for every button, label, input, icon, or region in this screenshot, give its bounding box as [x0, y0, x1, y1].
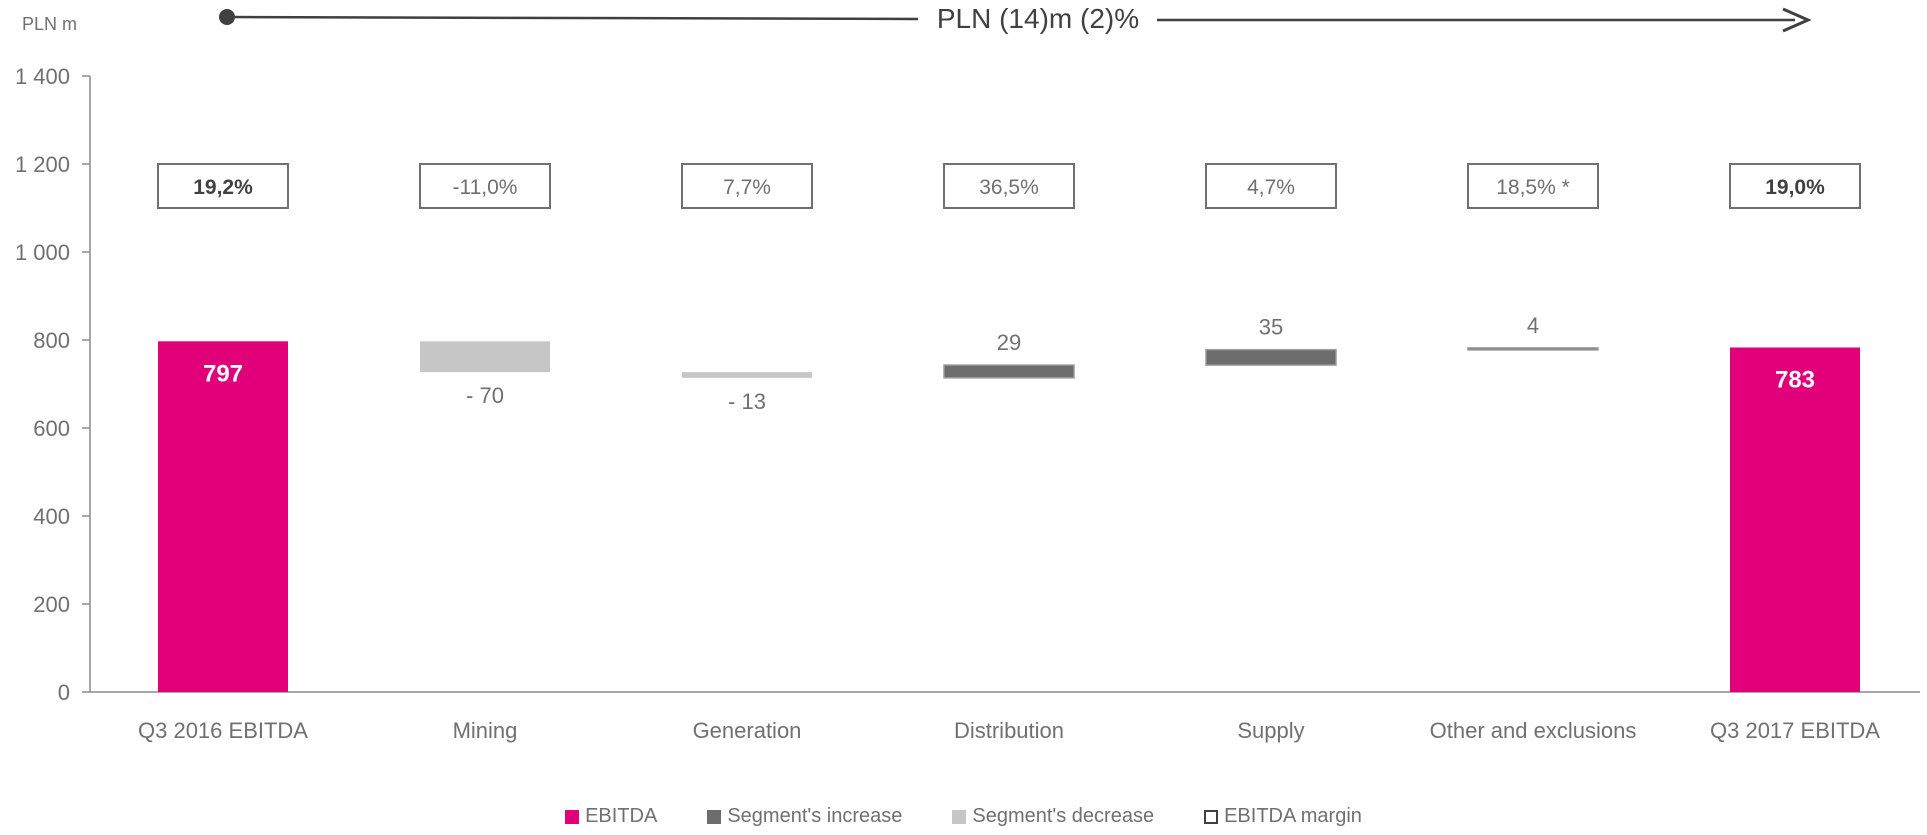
- legend-label-ebitda: EBITDA: [585, 805, 658, 827]
- headline-change: PLN (14)m (2)%: [937, 3, 1139, 34]
- y-tick-label: 1 200: [15, 152, 70, 177]
- bar-total: [1730, 347, 1860, 692]
- bar-increase: [1467, 347, 1599, 351]
- y-tick-label: 800: [33, 328, 70, 353]
- margin-value: 36,5%: [979, 176, 1039, 199]
- margin-value: 7,7%: [723, 176, 771, 199]
- bar-increase: [943, 364, 1075, 379]
- bar-decrease: [682, 372, 812, 378]
- margin-value: 19,2%: [193, 176, 253, 199]
- y-tick-label: 1 400: [15, 64, 70, 89]
- legend-swatch-margin: [1204, 809, 1219, 824]
- y-tick-label: 0: [58, 680, 70, 705]
- bar-increase: [1205, 348, 1337, 366]
- headline-arrowhead: [1782, 7, 1812, 33]
- margin-box: [1205, 163, 1337, 209]
- y-tick-label: 1 000: [15, 240, 70, 265]
- margin-value: 18,5% *: [1496, 176, 1570, 199]
- legend-item-margin: EBITDA margin: [1204, 805, 1362, 828]
- legend-item-decrease: Segment's decrease: [952, 805, 1154, 828]
- legend-swatch-ebitda: [565, 809, 580, 824]
- margin-box: [157, 163, 289, 209]
- category-label: Mining: [453, 718, 518, 743]
- y-tick-label: 200: [33, 592, 70, 617]
- margin-box: [1729, 163, 1861, 209]
- margin-value: -11,0%: [453, 176, 518, 199]
- legend-item-increase: Segment's increase: [707, 805, 902, 828]
- bar-value-label: 783: [1775, 366, 1815, 393]
- bar-value-label: 29: [997, 330, 1021, 355]
- unit-label: PLN m: [22, 14, 77, 34]
- category-label: Supply: [1237, 718, 1304, 743]
- margin-box: [1467, 163, 1599, 209]
- legend-label-increase: Segment's increase: [727, 805, 903, 827]
- legend-swatch-increase: [707, 809, 722, 824]
- waterfall-chart: PLN m PLN (14)m (2)% 0 200 400 600 800 1 000 1…: [15, 3, 1920, 743]
- legend: EBITDA Segment's increase Segment's decr…: [0, 805, 1927, 828]
- margin-box: [419, 163, 551, 209]
- margin-box: [943, 163, 1075, 209]
- category-label: Q3 2017 EBITDA: [1710, 718, 1880, 743]
- bar-value-label: 35: [1259, 315, 1283, 340]
- legend-label-margin: EBITDA margin: [1224, 805, 1362, 827]
- category-label: Other and exclusions: [1430, 718, 1637, 743]
- category-label: Q3 2016 EBITDA: [138, 718, 308, 743]
- legend-item-ebitda: EBITDA: [565, 805, 657, 828]
- y-tick-label: 400: [33, 504, 70, 529]
- category-label: Generation: [693, 718, 802, 743]
- legend-label-decrease: Segment's decrease: [972, 805, 1155, 827]
- margin-value: 19,0%: [1765, 176, 1825, 199]
- y-tick-label: 600: [33, 416, 70, 441]
- bar-total: [158, 341, 288, 692]
- margin-value: 4,7%: [1247, 176, 1295, 199]
- legend-swatch-decrease: [952, 809, 967, 824]
- category-label: Distribution: [954, 718, 1064, 743]
- headline-arrow-line-left: [226, 15, 919, 21]
- bar-value-label: 797: [203, 360, 243, 387]
- bar-decrease: [420, 341, 550, 373]
- bar-value-label: - 70: [466, 383, 504, 408]
- bar-value-label: - 13: [728, 389, 766, 414]
- bar-value-label: 4: [1527, 313, 1539, 338]
- margin-box: [681, 163, 813, 209]
